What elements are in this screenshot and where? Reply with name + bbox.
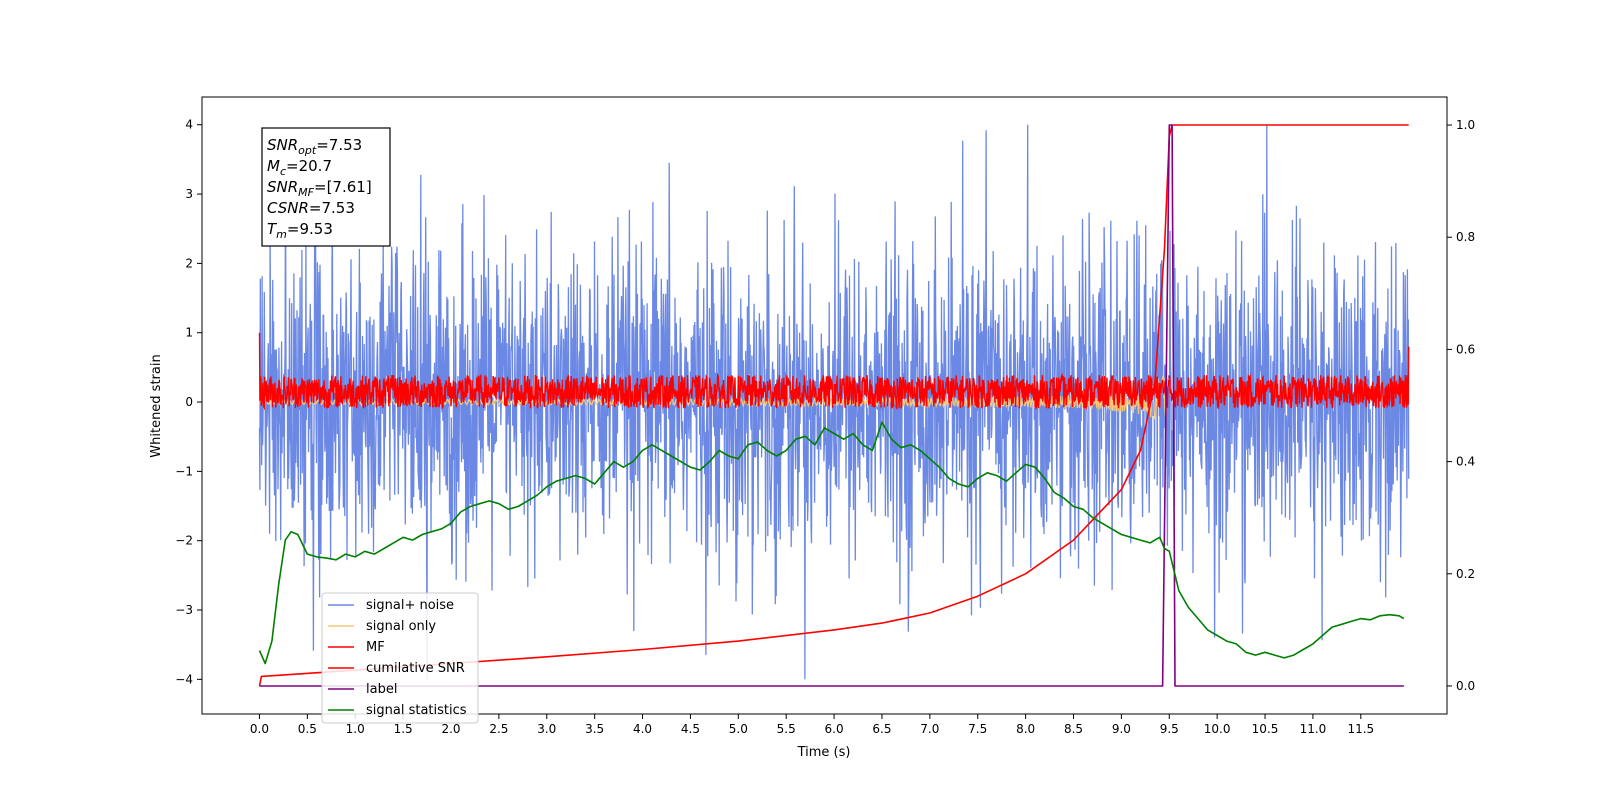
legend-label: MF: [366, 640, 385, 655]
y-left-tick-label: −1: [175, 464, 193, 478]
series-cumulative-snr: [258, 124, 1409, 687]
x-tick-label: 6.5: [872, 722, 891, 736]
plot-frame: [201, 96, 1448, 715]
annotation-line: CSNR=7.53: [267, 199, 355, 217]
x-axis-label: Time (s): [797, 745, 851, 760]
x-tick-label: 11.0: [1300, 722, 1327, 736]
x-tick-label: 6.0: [825, 722, 844, 736]
legend-label: signal statistics: [366, 703, 467, 718]
x-tick-label: 2.0: [441, 722, 460, 736]
x-tick-label: 3.0: [537, 722, 556, 736]
y-axis-label-left: Whitened strain: [149, 354, 164, 457]
legend-label: label: [366, 682, 397, 697]
x-tick-label: 9.0: [1112, 722, 1131, 736]
x-tick-label: 10.5: [1252, 722, 1279, 736]
annotation-frame: [261, 127, 391, 247]
y-left-tick-label: 3: [185, 187, 193, 201]
y-left-tick-label: −4: [175, 672, 193, 686]
series-label: [259, 124, 1404, 687]
annotation-line: SNRMF=[7.61]: [267, 178, 372, 199]
x-tick-label: 10.0: [1204, 722, 1231, 736]
series-signal-only: [259, 375, 1175, 422]
x-tick-label: 5.0: [729, 722, 748, 736]
y-right-tick-label: 0.6: [1456, 342, 1475, 356]
x-tick-label: 3.5: [585, 722, 604, 736]
x-tick-label: 5.5: [777, 722, 796, 736]
legend: signal+ noise signal only MF cumilative SNR…: [321, 592, 479, 724]
y-right-tick-label: 0.2: [1456, 567, 1475, 581]
legend-label: signal+ noise: [366, 598, 454, 613]
x-tick-label: 9.5: [1160, 722, 1179, 736]
y-axis-right: 1.0 0.8 0.6 0.4 0.2 0.0: [1447, 118, 1475, 693]
annotation-line: SNRopt=7.53: [267, 136, 362, 157]
y-left-tick-label: 4: [185, 118, 193, 132]
plot-area: [258, 124, 1410, 687]
x-tick-label: 1.0: [346, 722, 365, 736]
series-signal-statistics: [258, 421, 1405, 665]
x-axis: 0.0 0.5 1.0 1.5 2.0 2.5 3.0 3.5 4.0 4.5 5.0 5.5 6.0 6…: [250, 714, 1374, 736]
x-tick-label: 7.5: [968, 722, 987, 736]
x-tick-label: 2.5: [489, 722, 508, 736]
y-axis-left: 4 3 2 1 0 −1 −2 −3 −4: [175, 118, 202, 686]
legend-label: signal only: [366, 619, 436, 634]
series-signal-noise: [258, 124, 1410, 680]
x-tick-label: 0.5: [298, 722, 317, 736]
y-right-tick-label: 0.8: [1456, 230, 1475, 244]
y-left-tick-label: 1: [185, 326, 193, 340]
legend-label: cumilative SNR: [366, 661, 465, 676]
x-tick-label: 1.5: [394, 722, 413, 736]
annotation-line: Mc=20.7: [267, 157, 332, 178]
x-tick-label: 8.0: [1016, 722, 1035, 736]
y-right-tick-label: 0.4: [1456, 455, 1475, 469]
y-left-tick-label: −2: [175, 534, 193, 548]
x-tick-label: 4.5: [681, 722, 700, 736]
series-mf: [258, 332, 1410, 411]
x-tick-label: 0.0: [250, 722, 269, 736]
x-tick-label: 8.5: [1064, 722, 1083, 736]
x-tick-label: 7.0: [920, 722, 939, 736]
y-right-tick-label: 1.0: [1456, 118, 1475, 132]
y-right-tick-label: 0.0: [1456, 679, 1475, 693]
legend-frame: [321, 592, 479, 724]
x-tick-label: 4.0: [633, 722, 652, 736]
y-left-tick-label: 0: [185, 395, 193, 409]
y-left-tick-label: 2: [185, 256, 193, 270]
y-left-tick-label: −3: [175, 603, 193, 617]
x-tick-label: 11.5: [1347, 722, 1374, 736]
annotation-line: Tm=9.53: [267, 220, 333, 241]
